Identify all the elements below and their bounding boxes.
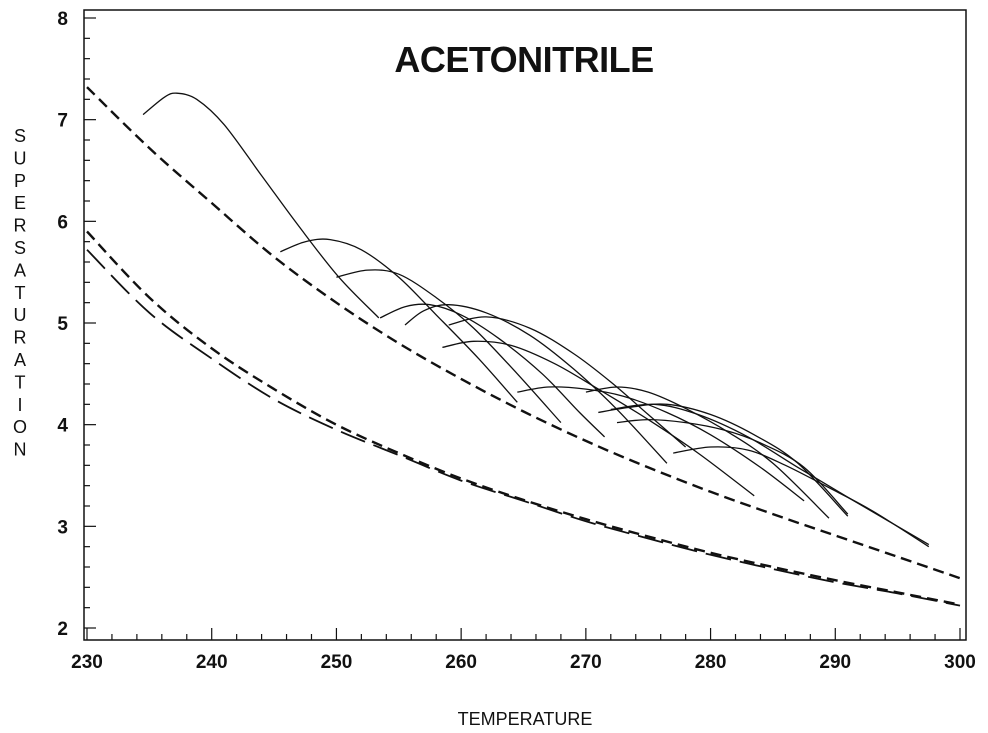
y-axis-label-letter: U: [14, 305, 27, 325]
series-line-9: [448, 316, 687, 448]
y-axis-label-letter: E: [14, 193, 26, 213]
y-axis-label-letter: T: [15, 372, 26, 392]
x-tick-label: 240: [196, 652, 228, 673]
y-axis-label-letter: N: [14, 440, 27, 460]
y-axis-label-letter: A: [14, 350, 26, 370]
y-tick-label: 5: [57, 314, 68, 335]
series-line-7: [379, 303, 606, 438]
y-axis-label-letter: R: [14, 216, 27, 236]
y-axis-label-letter: A: [14, 260, 26, 280]
series-line-12: [585, 386, 830, 519]
y-axis-label-letter: T: [15, 283, 26, 303]
y-axis-label-letter: P: [14, 171, 26, 191]
x-tick-label: 290: [819, 652, 851, 673]
x-tick-label: 260: [445, 652, 477, 673]
y-tick-label: 2: [57, 619, 68, 640]
y-axis-label-letter: I: [17, 395, 22, 415]
series-line-16: [610, 403, 930, 546]
y-axis-label-letter: S: [14, 238, 26, 258]
axes: 230 240 250 260 270 280 290 300 2 3 4 5 6 7 8: [57, 9, 975, 673]
chart-title: ACETONITRILE: [394, 39, 653, 80]
plot-frame: [83, 9, 967, 641]
series-line-8: [404, 304, 668, 464]
series-line-4: [142, 92, 380, 319]
y-axis-label-letter: S: [14, 126, 26, 146]
series-line-5: [280, 238, 518, 403]
y-axis-label-letter: U: [14, 148, 27, 168]
series-line-11: [517, 386, 805, 502]
y-tick-label: 8: [57, 9, 68, 30]
x-tick-label: 230: [71, 652, 103, 673]
series-line-2: [86, 230, 961, 606]
x-tick-label: 280: [695, 652, 727, 673]
x-tick-label: 300: [944, 652, 976, 673]
y-axis-label-letter: O: [13, 417, 27, 437]
series-layer: [86, 86, 961, 607]
x-tick-label: 250: [321, 652, 353, 673]
y-tick-label: 7: [57, 111, 68, 132]
y-axis-label-letter: R: [14, 328, 27, 348]
series-line-1: [86, 86, 961, 580]
y-tick-label: 4: [57, 416, 68, 437]
x-tick-label: 270: [570, 652, 602, 673]
series-line-10: [442, 340, 755, 497]
series-line-14: [616, 418, 849, 515]
series-line-6: [336, 269, 562, 424]
y-tick-label: 6: [57, 212, 68, 233]
series-line-15: [673, 446, 930, 548]
y-tick-label: 3: [57, 517, 68, 538]
x-axis-label: TEMPERATURE: [458, 709, 593, 729]
series-line-3: [86, 249, 961, 607]
